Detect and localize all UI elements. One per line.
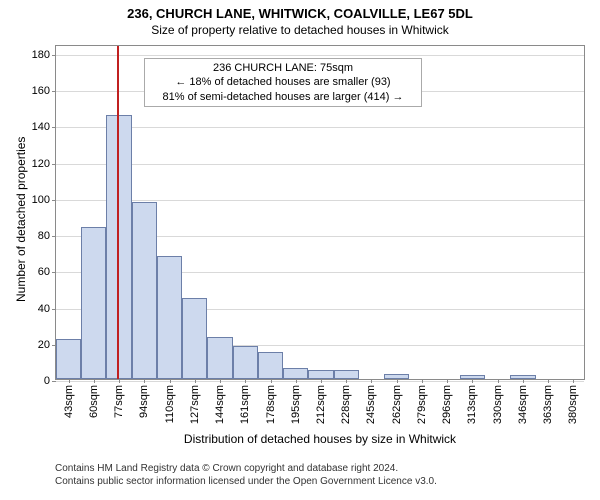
ytick-mark bbox=[52, 381, 56, 382]
ytick-mark bbox=[52, 309, 56, 310]
xtick-mark bbox=[397, 379, 398, 383]
histogram-bar bbox=[233, 346, 258, 379]
xtick-label: 127sqm bbox=[189, 385, 201, 424]
xtick-mark bbox=[119, 379, 120, 383]
histogram-bar bbox=[308, 370, 333, 379]
ytick-label: 40 bbox=[38, 303, 50, 315]
xtick-mark bbox=[170, 379, 171, 383]
plot-area: 02040608010012014016018043sqm60sqm77sqm9… bbox=[55, 45, 585, 380]
xtick-mark bbox=[523, 379, 524, 383]
xtick-mark bbox=[447, 379, 448, 383]
xtick-label: 346sqm bbox=[517, 385, 529, 424]
ytick-mark bbox=[52, 91, 56, 92]
histogram-bar bbox=[283, 368, 308, 379]
annotation-line-2: ← 18% of detached houses are smaller (93… bbox=[151, 75, 415, 89]
ytick-label: 20 bbox=[38, 339, 50, 351]
xtick-mark bbox=[346, 379, 347, 383]
ytick-label: 80 bbox=[38, 230, 50, 242]
xtick-label: 195sqm bbox=[290, 385, 302, 424]
footer-line-2: Contains public sector information licen… bbox=[55, 475, 437, 488]
xtick-mark bbox=[548, 379, 549, 383]
histogram-bar bbox=[106, 115, 131, 379]
annotation-line-3: 81% of semi-detached houses are larger (… bbox=[151, 90, 415, 104]
ytick-label: 0 bbox=[44, 375, 50, 387]
y-axis-label: Number of detached properties bbox=[14, 137, 28, 302]
xtick-mark bbox=[94, 379, 95, 383]
xtick-mark bbox=[144, 379, 145, 383]
gridline bbox=[56, 127, 584, 128]
xtick-label: 296sqm bbox=[441, 385, 453, 424]
xtick-label: 60sqm bbox=[88, 385, 100, 418]
histogram-bar bbox=[81, 227, 106, 379]
xtick-mark bbox=[245, 379, 246, 383]
annotation-line-1: 236 CHURCH LANE: 75sqm bbox=[151, 61, 415, 75]
xtick-label: 245sqm bbox=[365, 385, 377, 424]
xtick-label: 178sqm bbox=[265, 385, 277, 424]
ytick-label: 60 bbox=[38, 266, 50, 278]
xtick-mark bbox=[498, 379, 499, 383]
histogram-bar bbox=[157, 256, 182, 379]
ytick-mark bbox=[52, 164, 56, 165]
chart-title: 236, CHURCH LANE, WHITWICK, COALVILLE, L… bbox=[0, 0, 600, 21]
ytick-mark bbox=[52, 127, 56, 128]
xtick-mark bbox=[422, 379, 423, 383]
xtick-label: 77sqm bbox=[113, 385, 125, 418]
xtick-mark bbox=[195, 379, 196, 383]
xtick-mark bbox=[472, 379, 473, 383]
x-axis-label: Distribution of detached houses by size … bbox=[55, 432, 585, 446]
ytick-mark bbox=[52, 236, 56, 237]
xtick-mark bbox=[371, 379, 372, 383]
xtick-mark bbox=[69, 379, 70, 383]
xtick-label: 228sqm bbox=[340, 385, 352, 424]
xtick-label: 262sqm bbox=[391, 385, 403, 424]
ytick-mark bbox=[52, 200, 56, 201]
ytick-label: 120 bbox=[32, 158, 50, 170]
ytick-label: 160 bbox=[32, 85, 50, 97]
histogram-bar bbox=[182, 298, 207, 379]
xtick-mark bbox=[220, 379, 221, 383]
xtick-label: 212sqm bbox=[315, 385, 327, 424]
histogram-bar bbox=[258, 352, 283, 379]
ytick-label: 100 bbox=[32, 194, 50, 206]
histogram-bar bbox=[207, 337, 232, 379]
xtick-label: 94sqm bbox=[138, 385, 150, 418]
xtick-label: 144sqm bbox=[214, 385, 226, 424]
xtick-label: 363sqm bbox=[542, 385, 554, 424]
histogram-bar bbox=[334, 370, 359, 379]
xtick-label: 380sqm bbox=[567, 385, 579, 424]
xtick-label: 313sqm bbox=[466, 385, 478, 424]
xtick-label: 279sqm bbox=[416, 385, 428, 424]
xtick-label: 110sqm bbox=[164, 385, 176, 423]
histogram-bar bbox=[132, 202, 157, 379]
annotation-box: 236 CHURCH LANE: 75sqm ← 18% of detached… bbox=[144, 58, 422, 107]
xtick-label: 43sqm bbox=[63, 385, 75, 418]
ytick-mark bbox=[52, 55, 56, 56]
ytick-label: 180 bbox=[32, 49, 50, 61]
xtick-label: 161sqm bbox=[239, 385, 251, 424]
xtick-label: 330sqm bbox=[492, 385, 504, 424]
xtick-mark bbox=[573, 379, 574, 383]
ytick-mark bbox=[52, 272, 56, 273]
property-marker-line bbox=[117, 46, 119, 379]
gridline bbox=[56, 381, 584, 382]
xtick-mark bbox=[296, 379, 297, 383]
gridline bbox=[56, 55, 584, 56]
footer-attribution: Contains HM Land Registry data © Crown c… bbox=[55, 462, 437, 488]
gridline bbox=[56, 164, 584, 165]
xtick-mark bbox=[321, 379, 322, 383]
chart-container: 236, CHURCH LANE, WHITWICK, COALVILLE, L… bbox=[0, 0, 600, 500]
histogram-bar bbox=[56, 339, 81, 379]
footer-line-1: Contains HM Land Registry data © Crown c… bbox=[55, 462, 437, 475]
chart-subtitle: Size of property relative to detached ho… bbox=[0, 21, 600, 37]
xtick-mark bbox=[271, 379, 272, 383]
ytick-label: 140 bbox=[32, 121, 50, 133]
